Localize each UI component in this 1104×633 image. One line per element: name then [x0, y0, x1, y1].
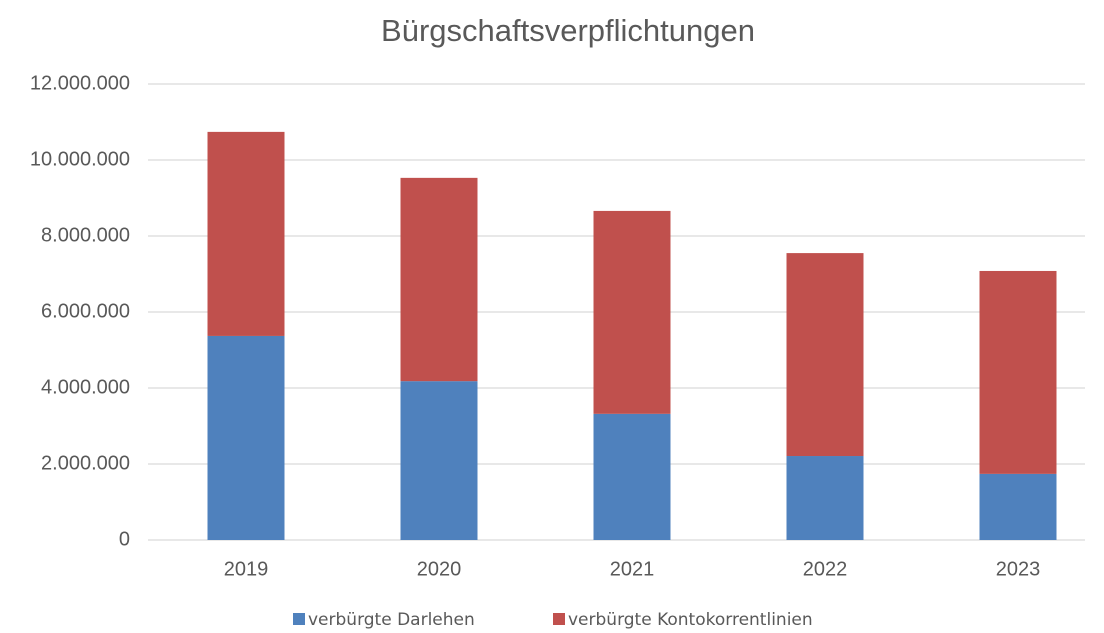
x-tick-label: 2021	[610, 558, 655, 580]
x-tick-label: 2019	[224, 558, 269, 580]
y-tick-label: 8.000.000	[41, 224, 130, 246]
legend-swatch	[553, 613, 565, 625]
bar-segment	[979, 270, 1057, 474]
bar-segment	[400, 177, 478, 382]
bar-segment	[979, 473, 1057, 540]
y-tick-label: 12.000.000	[30, 72, 130, 94]
bar-segment	[207, 335, 285, 540]
legend-label: verbürgte Darlehen	[308, 610, 475, 630]
chart-title: Bürgschaftsverpflichtungen	[381, 13, 755, 48]
y-tick-label: 0	[119, 528, 130, 550]
y-tick-label: 2.000.000	[41, 452, 130, 474]
bar-segment	[207, 131, 285, 336]
y-tick-label: 10.000.000	[30, 148, 130, 170]
bar-segment	[593, 413, 671, 540]
legend-label: verbürgte Kontokorrentlinien	[568, 610, 813, 630]
bar-segment	[593, 210, 671, 414]
legend-swatch	[293, 613, 305, 625]
bar-segment	[786, 253, 864, 457]
bar-segment	[400, 381, 478, 540]
x-tick-label: 2020	[417, 558, 462, 580]
x-tick-label: 2022	[803, 558, 848, 580]
y-tick-label: 4.000.000	[41, 376, 130, 398]
bar-segment	[786, 456, 864, 540]
x-tick-label: 2023	[996, 558, 1041, 580]
y-tick-label: 6.000.000	[41, 300, 130, 322]
